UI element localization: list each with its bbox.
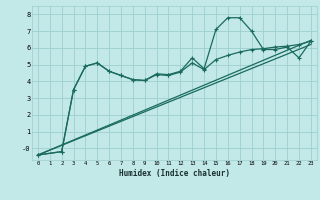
X-axis label: Humidex (Indice chaleur): Humidex (Indice chaleur) bbox=[119, 169, 230, 178]
